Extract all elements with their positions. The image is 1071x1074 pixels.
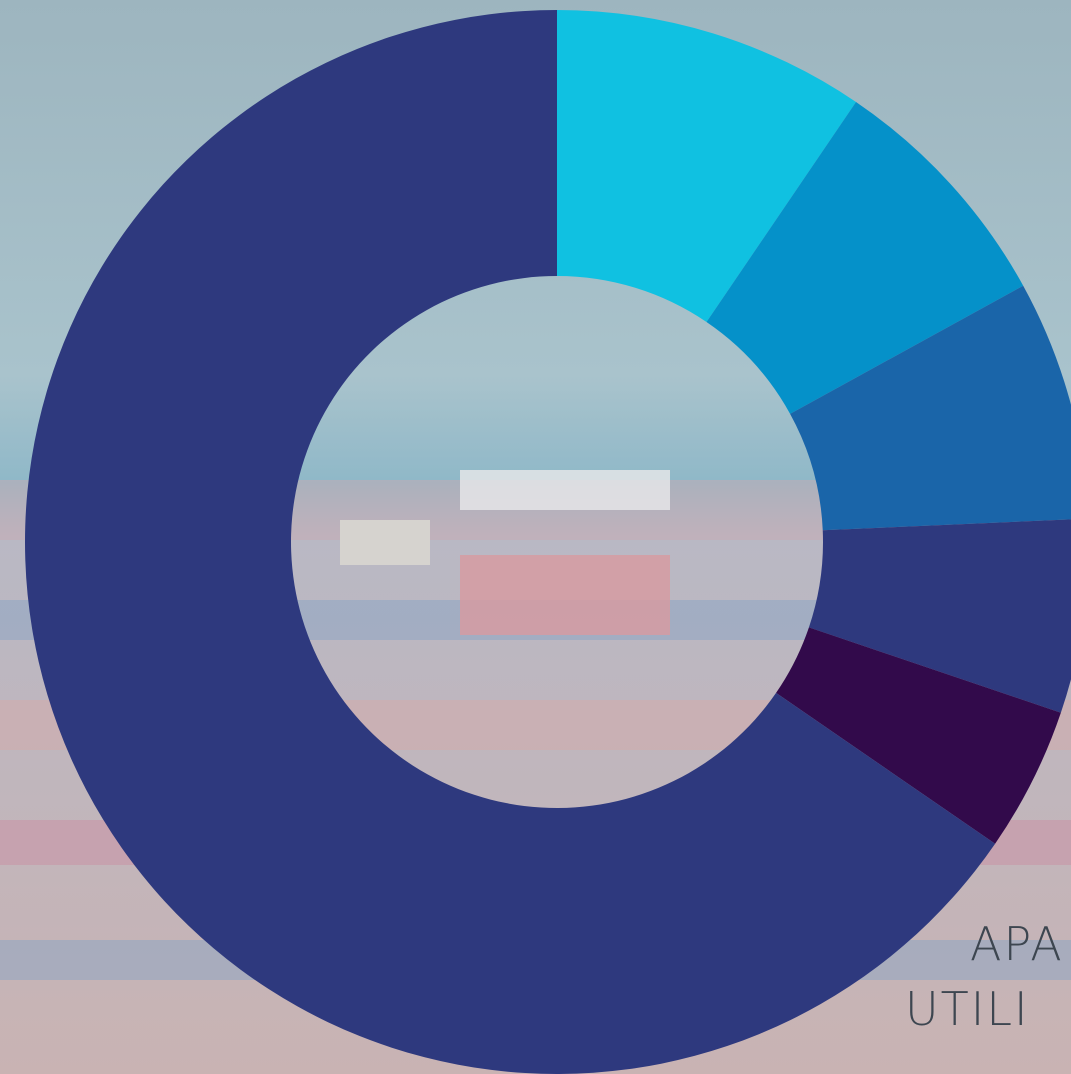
donut-slice <box>790 285 1071 531</box>
heading-line: UTILI <box>905 982 1030 1036</box>
donut-slice <box>706 101 1024 414</box>
donut-slice <box>25 10 996 1074</box>
donut-slice <box>776 627 1061 844</box>
donut <box>25 10 1071 1074</box>
donut-slice <box>808 519 1071 713</box>
donut-slice <box>557 10 857 322</box>
heading-line: APA <box>970 917 1064 971</box>
